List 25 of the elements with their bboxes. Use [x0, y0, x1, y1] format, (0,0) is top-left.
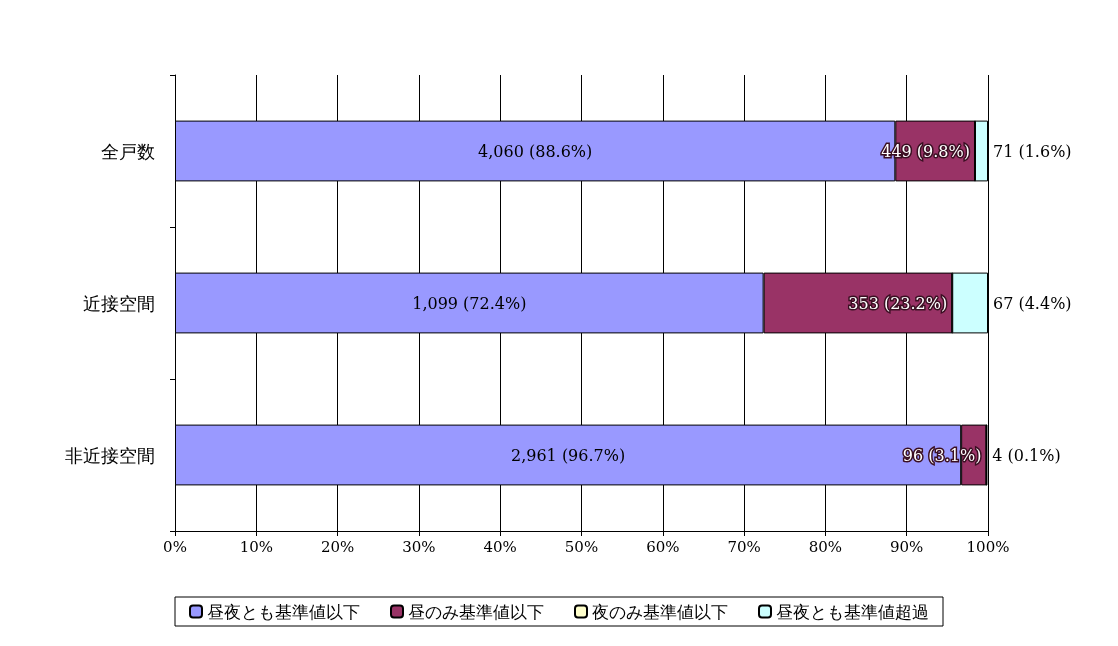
- data-label: 353 (23.2%): [848, 293, 948, 313]
- x-tick-label: 100%: [966, 537, 1010, 556]
- legend-label: 昼夜とも基準値以下: [207, 601, 360, 622]
- legend-label: 夜のみ基準値以下: [592, 601, 728, 622]
- y-tick-label: 全戸数: [101, 140, 155, 162]
- x-tick-label: 30%: [402, 537, 436, 556]
- legend-label: 昼のみ基準値以下: [408, 601, 544, 622]
- data-label: 4 (0.1%): [992, 445, 1061, 465]
- data-label: 1,099 (72.4%): [412, 293, 527, 313]
- legend-label: 昼夜とも基準値超過: [776, 601, 929, 622]
- x-tick-label: 10%: [239, 537, 273, 556]
- x-tick-label: 70%: [727, 537, 761, 556]
- data-label: 67 (4.4%): [993, 293, 1072, 313]
- data-label: 2,961 (96.7%): [510, 445, 626, 465]
- x-tick-label: 80%: [808, 537, 843, 556]
- x-tick-label: 90%: [890, 537, 924, 556]
- x-tick-label: 0%: [163, 537, 187, 556]
- x-tick-label: 40%: [483, 537, 517, 556]
- data-label: 4,060 (88.6%): [478, 141, 593, 161]
- x-tick-label: 50%: [564, 537, 599, 556]
- x-tick-label: 60%: [646, 537, 680, 556]
- y-tick-label: 非近接空間: [65, 444, 155, 466]
- y-tick-label: 近接空間: [83, 292, 155, 314]
- x-tick-label: 20%: [320, 537, 355, 556]
- data-label: 71 (1.6%): [993, 141, 1072, 161]
